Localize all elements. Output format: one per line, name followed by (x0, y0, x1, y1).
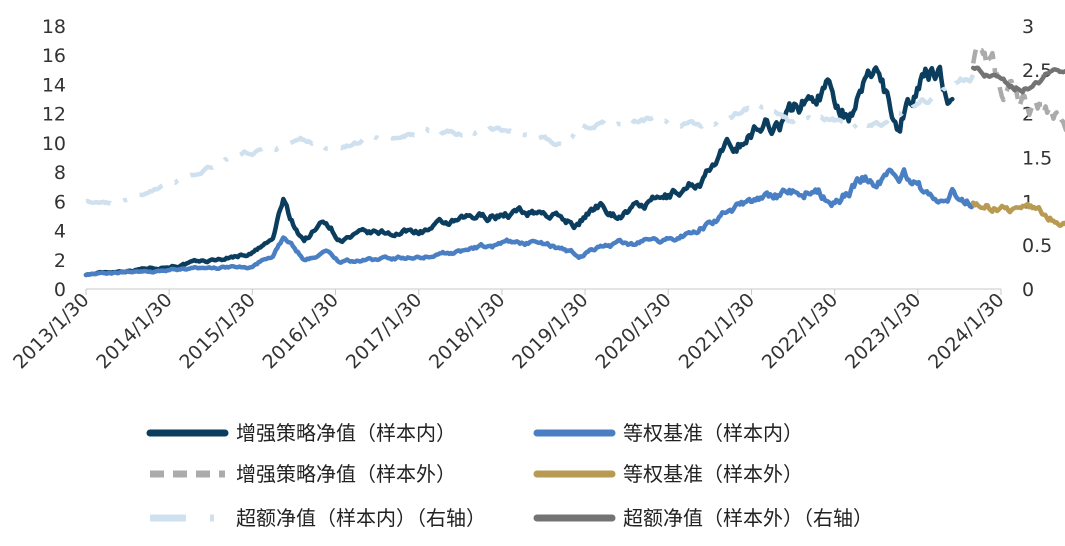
legend-label: 超额净值（样本内）（右轴） (236, 506, 486, 530)
x-tick-label: 2013/1/30 (9, 289, 93, 373)
legend-label: 等权基准（样本内） (623, 421, 803, 445)
x-tick-label: 2024/1/30 (924, 289, 1008, 373)
y-left-tick-label: 0 (54, 279, 66, 301)
series-line-6 (970, 65, 1065, 95)
y-right-tick-label: 3 (1022, 16, 1034, 38)
legend-layer: 增强策略净值（样本内） 等权基准（样本内） 增强策略净值（样本外） 等权基准（样本外）… (146, 421, 873, 530)
x-tick-label: 2014/1/30 (92, 289, 176, 373)
x-tick-label: 2015/1/30 (175, 289, 259, 373)
y-left-tick-label: 18 (42, 16, 66, 38)
legend-label: 等权基准（样本外） (623, 462, 803, 486)
series-line-1 (83, 64, 955, 278)
x-tick-label: 2017/1/30 (342, 289, 426, 373)
x-tick-label: 2019/1/30 (508, 289, 592, 373)
x-tick-label: 2020/1/30 (591, 289, 675, 373)
y-left-tick-label: 16 (42, 45, 66, 67)
y-left-tick-label: 2 (54, 250, 66, 272)
y-right-tick-label: 1.5 (1022, 148, 1052, 170)
axes-layer: 02468101214161800.511.522.532013/1/30201… (9, 16, 1052, 373)
legend-label: 增强策略净值（样本内） (236, 421, 456, 445)
series-line-3 (970, 44, 1065, 133)
x-tick-label: 2023/1/30 (841, 289, 925, 373)
series-line-5 (85, 73, 976, 207)
x-tick-label: 2018/1/30 (425, 289, 509, 373)
legend-label: 增强策略净值（样本外） (236, 462, 456, 486)
x-tick-label: 2016/1/30 (259, 289, 343, 373)
y-left-tick-label: 6 (54, 191, 66, 213)
y-left-tick-label: 10 (42, 133, 66, 155)
y-left-tick-label: 4 (54, 221, 66, 243)
y-right-tick-label: 2.5 (1022, 60, 1052, 82)
y-left-tick-label: 12 (42, 104, 66, 126)
x-tick-label: 2021/1/30 (675, 289, 759, 373)
y-right-tick-label: 0.5 (1022, 235, 1052, 257)
x-tick-label: 2022/1/30 (758, 289, 842, 373)
y-left-tick-label: 14 (42, 74, 66, 96)
series-line-2 (83, 167, 976, 278)
series-layer (83, 44, 1065, 278)
series-line-4 (970, 200, 1065, 228)
y-left-tick-label: 8 (54, 162, 66, 184)
legend-label: 超额净值（样本外）（右轴） (623, 506, 873, 530)
y-right-tick-label: 0 (1022, 279, 1034, 301)
